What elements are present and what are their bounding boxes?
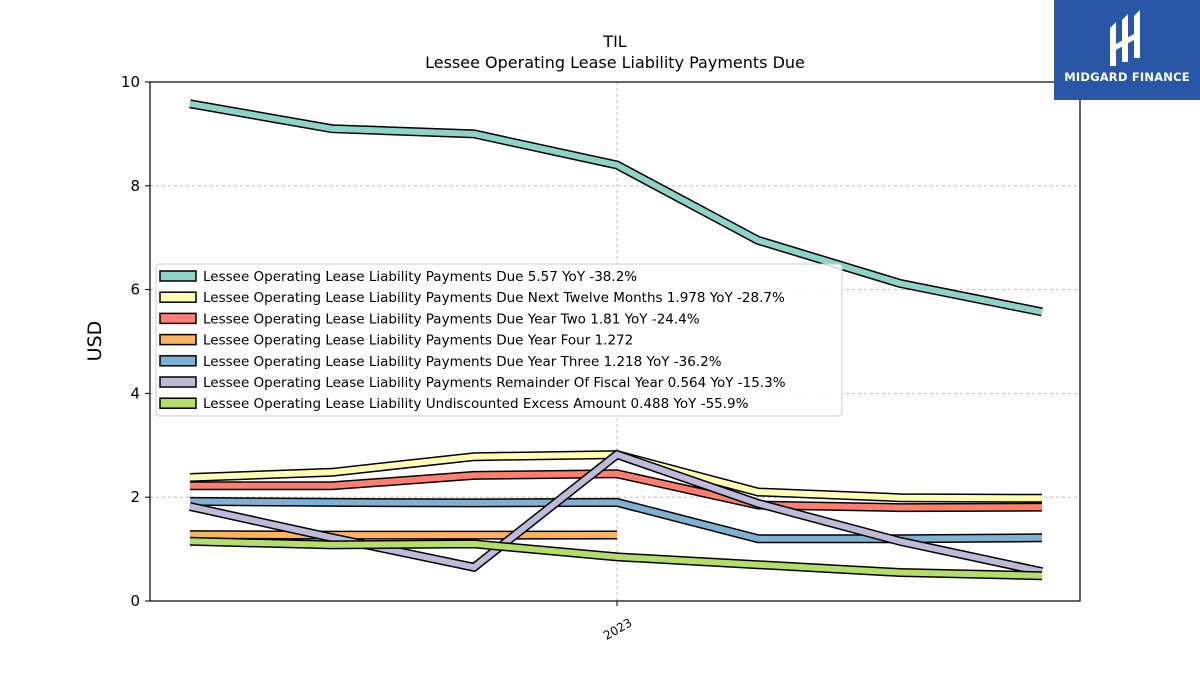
legend-swatch [159, 397, 197, 409]
y-tick-label: 2 [130, 488, 140, 506]
legend-label: Lessee Operating Lease Liability Payment… [203, 290, 785, 306]
y-tick-label: 4 [130, 384, 140, 402]
legend-label: Lessee Operating Lease Liability Payment… [203, 354, 722, 370]
legend-entry-7: Lessee Operating Lease Liability Undisco… [159, 396, 749, 412]
chart-title: TIL [602, 32, 626, 51]
series-lines [189, 99, 1043, 581]
legend-entry-5: Lessee Operating Lease Liability Payment… [159, 354, 722, 370]
brand-mark-icon [1110, 10, 1140, 66]
legend-label: Lessee Operating Lease Liability Payment… [203, 311, 700, 327]
legend-swatch [159, 270, 197, 282]
y-axis-label: USD [84, 321, 106, 362]
x-axis: 2023 [601, 601, 635, 643]
plot-frame [149, 81, 1081, 602]
legend-entry-4: Lessee Operating Lease Liability Payment… [159, 333, 633, 349]
legend-label: Lessee Operating Lease Liability Payment… [203, 375, 786, 391]
y-tick-label: 8 [130, 177, 140, 195]
legend-swatch [159, 355, 197, 367]
series-stroke [189, 451, 1043, 575]
series-line-4 [189, 530, 618, 540]
brand-name: MIDGARD FINANCE [1064, 70, 1190, 84]
chart-subtitle: Lessee Operating Lease Liability Payment… [425, 53, 805, 72]
y-tick-label: 0 [130, 592, 140, 610]
series-line-7 [189, 536, 1043, 581]
legend-entry-3: Lessee Operating Lease Liability Payment… [159, 311, 700, 327]
legend-swatch [159, 333, 197, 346]
legend-box [155, 263, 843, 417]
legend-entry-2: Lessee Operating Lease Liability Payment… [159, 290, 785, 306]
legend-entry-1: Lessee Operating Lease Liability Payment… [159, 269, 637, 285]
x-tick-label: 2023 [601, 615, 634, 642]
legend-swatch [159, 376, 197, 388]
legend: Lessee Operating Lease Liability Payment… [155, 263, 843, 417]
legend-label: Lessee Operating Lease Liability Payment… [203, 269, 637, 285]
series-line-1 [189, 99, 1043, 317]
y-tick-label: 6 [130, 281, 140, 299]
series-line-6 [189, 449, 1043, 577]
legend-swatch [159, 291, 197, 303]
brand-logo: MIDGARD FINANCE [1054, 0, 1200, 100]
series-stroke [189, 531, 618, 539]
series-line-3 [190, 469, 1043, 513]
series-stroke [189, 100, 1043, 315]
legend-swatch [159, 312, 197, 325]
legend-entry-6: Lessee Operating Lease Liability Payment… [159, 375, 786, 391]
series-stroke [190, 470, 1043, 511]
legend-label: Lessee Operating Lease Liability Undisco… [203, 396, 749, 412]
series-stroke [189, 538, 1043, 579]
y-axis: 0 2 4 6 8 10 [121, 73, 150, 610]
legend-label: Lessee Operating Lease Liability Payment… [203, 333, 633, 349]
y-tick-label: 10 [121, 73, 140, 91]
